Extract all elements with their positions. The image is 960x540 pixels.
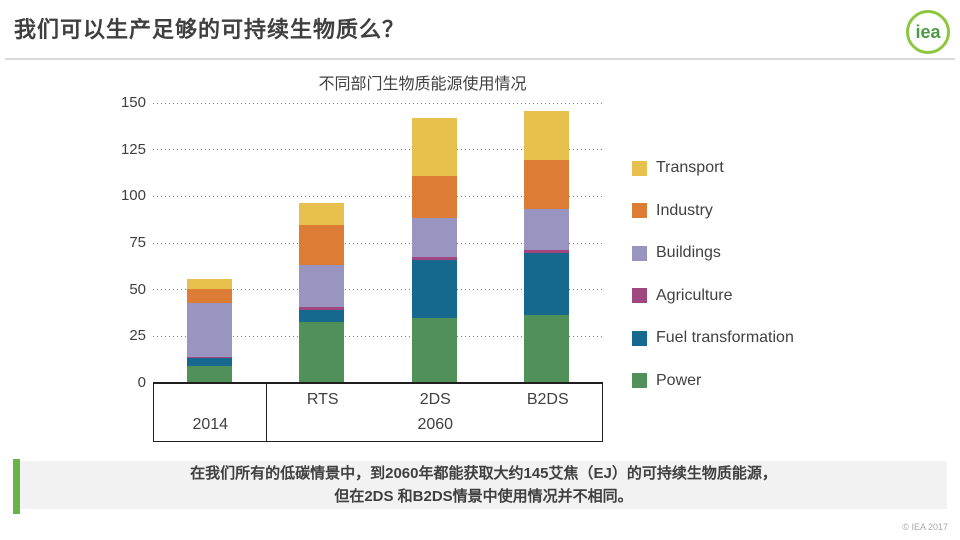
- bar-segment-industry: [524, 159, 570, 210]
- plot-area: [153, 102, 603, 383]
- legend-item-power: Power: [632, 371, 702, 389]
- bar-segment-buildings: [411, 217, 457, 258]
- bar-segment-power: [299, 322, 345, 383]
- bar-2ds: [411, 117, 457, 383]
- bar-segment-agriculture: [186, 356, 232, 358]
- legend-swatch-power: [632, 373, 647, 388]
- gridline-75: [153, 242, 603, 244]
- legend-swatch-buildings: [632, 245, 647, 261]
- chart-title: 不同部门生物质能源使用情况: [318, 76, 527, 93]
- bar-segment-fuel-transformation: [299, 310, 345, 323]
- bar-segment-transport: [186, 279, 232, 289]
- gridline-100: [153, 195, 603, 197]
- y-tick-label-75: 75: [129, 234, 146, 251]
- legend-swatch-fuel-transformation: [632, 330, 647, 346]
- gridline-50: [153, 289, 603, 291]
- bar-segment-agriculture: [299, 306, 345, 311]
- bar-segment-transport: [524, 110, 570, 160]
- bar-segment-transport: [411, 117, 457, 176]
- banner-text-box: 在我们所有的低碳情景中，到2060年都能获取大约145艾焦（EJ）的可持续生物质…: [20, 461, 947, 509]
- y-tick-label-50: 50: [129, 280, 146, 298]
- category-label-rts: RTS: [306, 391, 339, 408]
- banner-accent-bar: [13, 459, 20, 514]
- bar-segment-industry: [411, 175, 457, 218]
- legend-swatch-industry: [632, 203, 647, 218]
- bar-segment-buildings: [299, 265, 345, 307]
- x-axis-label-box: 2014 RTS 2DS B2DS 2060: [153, 382, 603, 442]
- legend-swatch-transport: [632, 160, 647, 176]
- legend-label-industry: Industry: [656, 201, 713, 219]
- y-tick-label-150: 150: [120, 94, 146, 111]
- gridline-125: [153, 149, 603, 151]
- bar-rts: [299, 202, 345, 383]
- legend-swatch-agriculture: [632, 288, 647, 303]
- bar-segment-agriculture: [411, 257, 457, 260]
- legend-label-agriculture: Agriculture: [656, 286, 733, 304]
- bar-segment-fuel-transformation: [411, 259, 457, 318]
- bar-segment-power: [524, 314, 570, 383]
- header-divider: [5, 58, 955, 60]
- gridline-25: [153, 335, 603, 337]
- bar-segment-fuel-transformation: [524, 253, 570, 315]
- legend-label-power: Power: [656, 371, 702, 389]
- bar-2014: [186, 279, 232, 383]
- iea-logo-icon: iea: [906, 10, 950, 54]
- category-label-2ds: 2DS: [419, 391, 451, 408]
- bar-segment-power: [411, 317, 457, 383]
- bar-segment-buildings: [186, 302, 232, 357]
- y-tick-label-100: 100: [120, 187, 146, 205]
- group-label-2014: 2014: [192, 416, 229, 433]
- legend-item-agriculture: Agriculture: [632, 286, 733, 304]
- bar-segment-transport: [299, 202, 345, 226]
- legend-label-transport: Transport: [656, 159, 724, 176]
- y-tick-label-25: 25: [129, 327, 146, 345]
- legend-item-fuel-transformation: Fuel transformation: [632, 329, 794, 346]
- bar-segment-agriculture: [524, 249, 570, 254]
- iea-logo-text: iea: [915, 21, 941, 42]
- legend-label-fuel-transformation: Fuel transformation: [656, 329, 794, 346]
- group-label-2060: 2060: [417, 416, 454, 433]
- category-label-b2ds: B2DS: [526, 391, 569, 408]
- key-message-banner: 在我们所有的低碳情景中，到2060年都能获取大约145艾焦（EJ）的可持续生物质…: [13, 459, 947, 514]
- bar-b2ds: [524, 110, 570, 383]
- y-tick-label-125: 125: [120, 140, 146, 158]
- bar-segment-buildings: [524, 209, 570, 250]
- bar-segment-industry: [186, 288, 232, 303]
- y-axis-labels: 0 25 50 75 100 125 150: [98, 95, 146, 391]
- gridline-150: [153, 102, 603, 104]
- axis-group-divider: [265, 384, 268, 441]
- legend-item-industry: Industry: [632, 201, 713, 219]
- copyright-text: © IEA 2017: [902, 522, 948, 532]
- bar-segment-industry: [299, 225, 345, 266]
- legend-label-buildings: Buildings: [656, 244, 721, 261]
- banner-line-1: 在我们所有的低碳情景中，到2060年都能获取大约145艾焦（EJ）的可持续生物质…: [190, 465, 777, 482]
- legend-item-buildings: Buildings: [632, 244, 721, 261]
- bar-segment-power: [186, 366, 232, 383]
- page-title: 我们可以生产足够的可持续生物质么？: [14, 17, 406, 42]
- bar-segment-fuel-transformation: [186, 357, 232, 367]
- banner-line-2: 但在2DS 和B2DS情景中使用情况并不相同。: [334, 488, 633, 505]
- legend-item-transport: Transport: [632, 159, 724, 176]
- y-tick-label-0: 0: [137, 374, 146, 391]
